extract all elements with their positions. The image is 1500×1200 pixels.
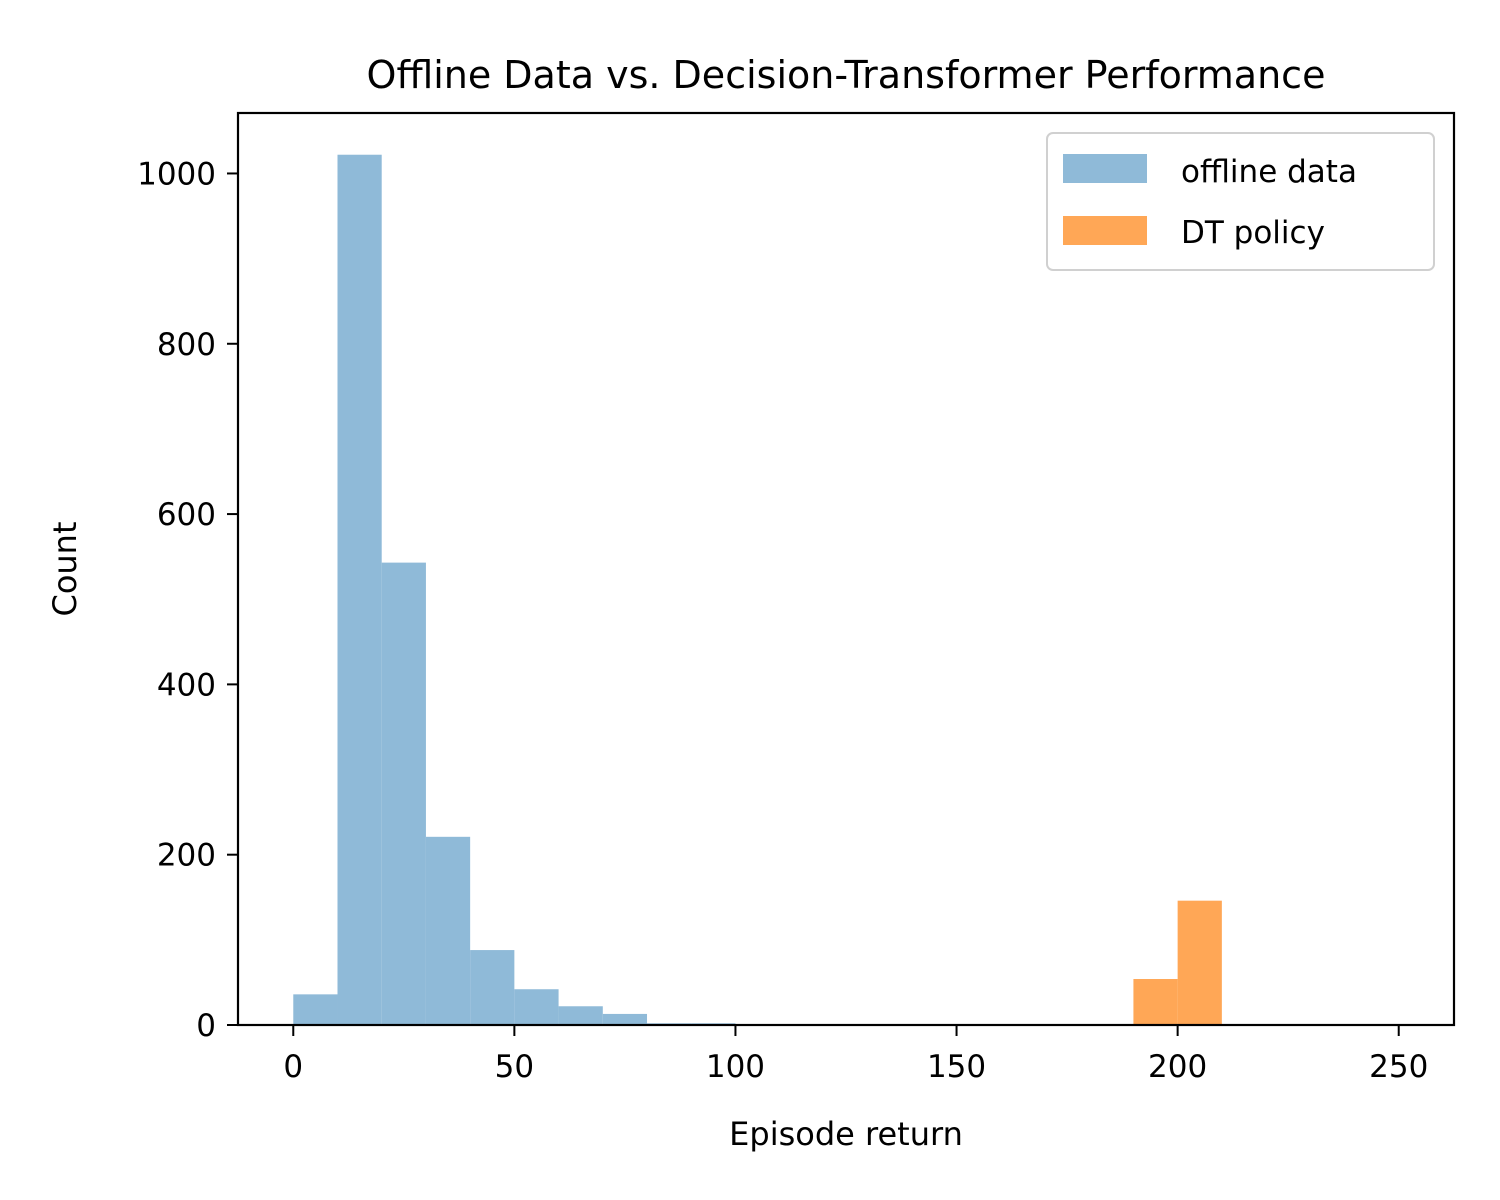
legend-label-dt-policy: DT policy — [1181, 215, 1325, 251]
y-axis-ticks: 0 200 400 600 800 1000 — [137, 156, 238, 1044]
y-tick-label-800: 800 — [157, 327, 216, 363]
legend-label-offline-data: offline data — [1181, 154, 1357, 190]
x-tick-label-50: 50 — [495, 1049, 534, 1085]
legend: offline data DT policy — [1046, 132, 1435, 271]
bar-offline-data-7 — [602, 1013, 648, 1025]
bar-dt-policy-0 — [1133, 979, 1178, 1025]
x-tick-label-250: 250 — [1369, 1049, 1428, 1085]
bar-dt-policy-1 — [1177, 900, 1222, 1025]
legend-swatch-offline-data — [1063, 154, 1147, 183]
x-tick-label-200: 200 — [1148, 1049, 1207, 1085]
x-tick-label-0: 0 — [283, 1049, 303, 1085]
bar-offline-data-0 — [293, 994, 338, 1025]
y-tick-label-200: 200 — [157, 838, 216, 874]
bar-offline-data-6 — [558, 1006, 603, 1025]
legend-swatch-dt-policy — [1063, 216, 1147, 245]
bar-offline-data-1 — [337, 154, 382, 1026]
chart-title: Offline Data vs. Decision-Transformer Pe… — [367, 53, 1326, 97]
bar-offline-data-3 — [425, 836, 471, 1025]
y-axis-label: Count — [46, 521, 84, 616]
bar-offline-data-2 — [381, 562, 426, 1025]
y-tick-label-1000: 1000 — [137, 156, 216, 192]
x-tick-label-150: 150 — [927, 1049, 986, 1085]
bar-offline-data-4 — [470, 950, 515, 1025]
x-tick-label-100: 100 — [706, 1049, 765, 1085]
bar-offline-data-5 — [514, 989, 559, 1025]
plot-area-frame — [236, 111, 1456, 1027]
y-tick-label-600: 600 — [157, 497, 216, 533]
x-axis-label: Episode return — [729, 1115, 963, 1153]
histogram-bars — [293, 154, 1222, 1026]
x-axis-ticks: 0 50 100 150 200 250 — [283, 1025, 1428, 1085]
y-tick-label-400: 400 — [157, 667, 216, 703]
y-tick-label-0: 0 — [196, 1008, 216, 1044]
